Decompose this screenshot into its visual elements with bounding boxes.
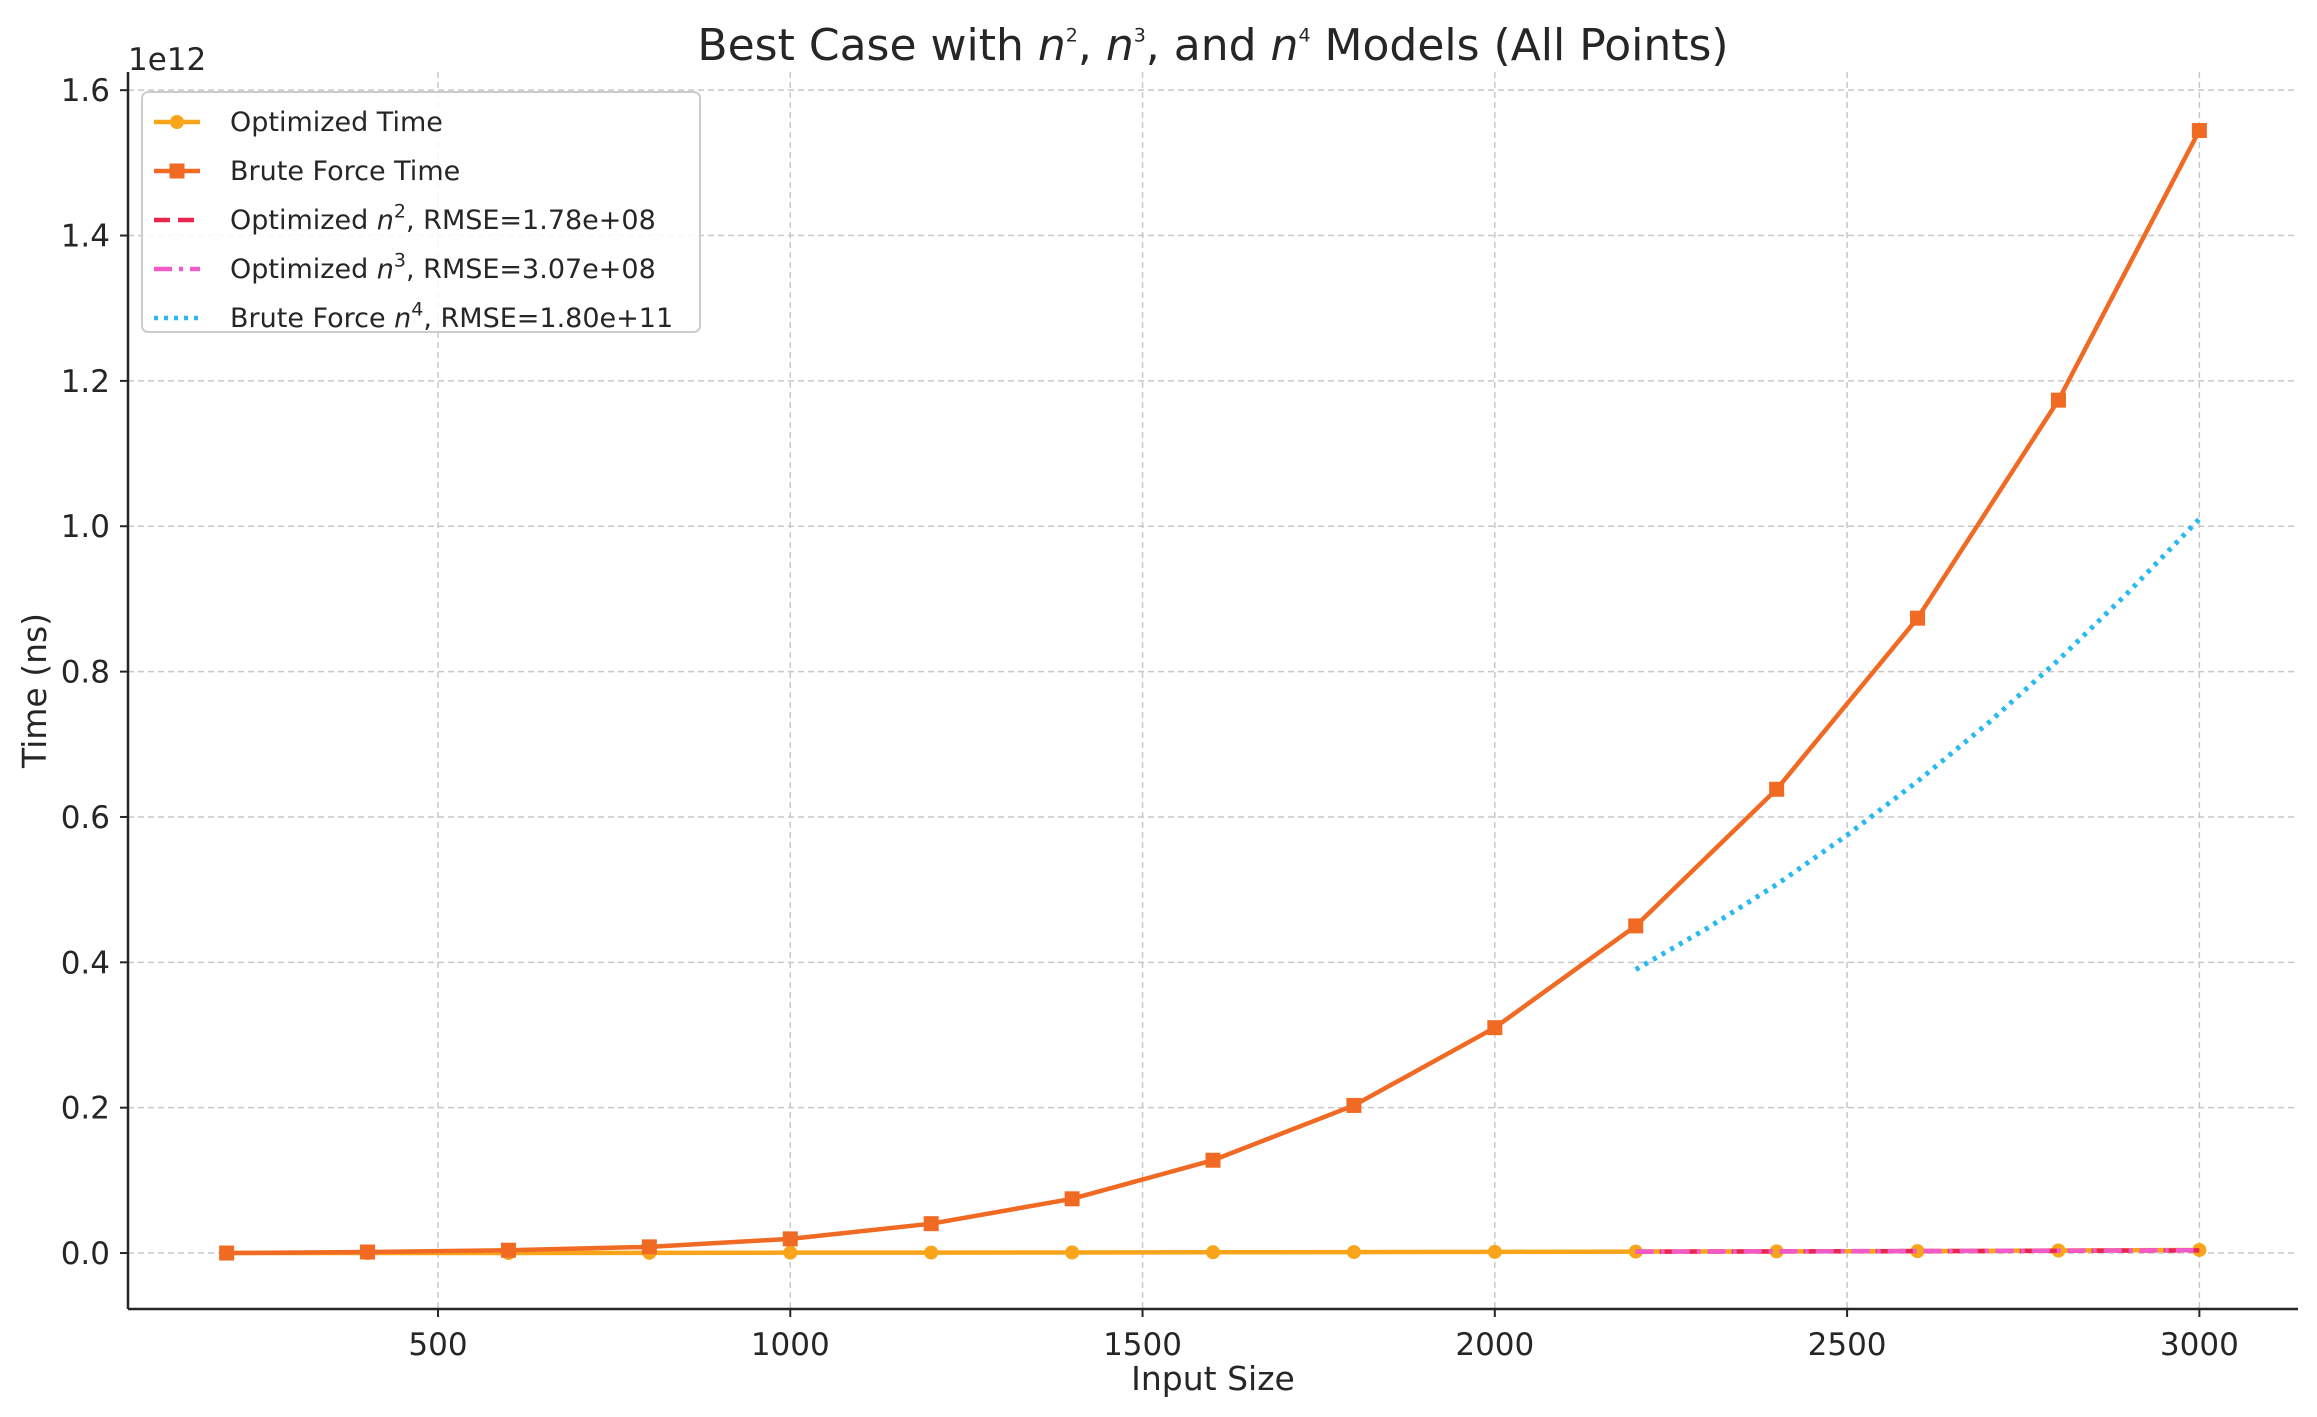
data-point	[1769, 781, 1785, 797]
data-point	[219, 1245, 235, 1261]
data-point	[360, 1244, 376, 1260]
y-tick-label: 1.6	[61, 73, 110, 109]
legend-label: Optimized Time	[230, 107, 443, 138]
series-layer	[219, 123, 2207, 1261]
y-axis-title: Time (ns)	[15, 613, 54, 769]
x-axis-title: Input Size	[1131, 1359, 1295, 1398]
data-point	[923, 1216, 939, 1232]
data-point	[1064, 1191, 1080, 1207]
data-point	[1346, 1097, 1362, 1113]
legend-label: Brute Force Time	[230, 156, 460, 187]
data-point	[782, 1231, 798, 1247]
legend-label: Optimized n2, RMSE=1.78e+08	[230, 201, 656, 236]
y-tick-label: 1.2	[61, 364, 110, 400]
data-point	[1346, 1245, 1361, 1260]
data-point	[783, 1245, 798, 1260]
data-point	[1628, 918, 1644, 934]
y-tick-label: 1.4	[61, 219, 110, 255]
data-point	[1205, 1152, 1221, 1168]
data-point	[500, 1242, 516, 1258]
data-point	[1910, 610, 1926, 626]
series-line-3	[1635, 1247, 2200, 1254]
y-tick-label: 0.8	[61, 655, 110, 691]
axes: 500 1000 1500 2000 2500 3000 0.0 0.2 0.4 0.6 0.8 1.…	[61, 72, 2298, 1363]
data-point	[1487, 1244, 1502, 1259]
legend: Optimized Time Brute Force Time Optimized …	[141, 91, 701, 334]
data-point	[1769, 1244, 1784, 1259]
data-point	[2050, 392, 2066, 408]
data-point	[2192, 1242, 2207, 1257]
x-tick-label: 3000	[2160, 1327, 2239, 1363]
x-tick-label: 500	[408, 1327, 467, 1363]
y-tick-label: 1.0	[61, 509, 110, 545]
chart-title: Best Case with n2, n3, and n4 Models (Al…	[697, 20, 1728, 71]
y-tick-label: 0.4	[61, 945, 110, 981]
data-point	[1206, 1245, 1220, 1260]
legend-label: Brute Force n4, RMSE=1.80e+11	[230, 299, 673, 334]
x-tick-label: 2500	[1808, 1327, 1887, 1363]
x-tick-label: 1000	[751, 1327, 830, 1363]
y-tick-label: 0.6	[61, 800, 110, 836]
data-point	[1487, 1020, 1503, 1036]
x-tick-label: 1500	[1103, 1327, 1182, 1363]
data-point	[2191, 123, 2207, 139]
x-tick-label: 2000	[1455, 1327, 1534, 1363]
y-axis-offset-label: 1e12	[128, 42, 206, 78]
legend-marker	[169, 163, 185, 179]
data-point	[641, 1239, 657, 1255]
data-point	[1065, 1245, 1080, 1260]
legend-box	[141, 91, 701, 333]
series-line-4	[1634, 517, 2202, 972]
data-point	[924, 1245, 939, 1260]
legend-label: Optimized n3, RMSE=3.07e+08	[230, 250, 656, 285]
y-tick-label: 0.0	[61, 1236, 110, 1272]
y-tick-label: 0.2	[61, 1091, 110, 1127]
data-point	[1910, 1244, 1925, 1259]
legend-marker	[170, 115, 184, 129]
